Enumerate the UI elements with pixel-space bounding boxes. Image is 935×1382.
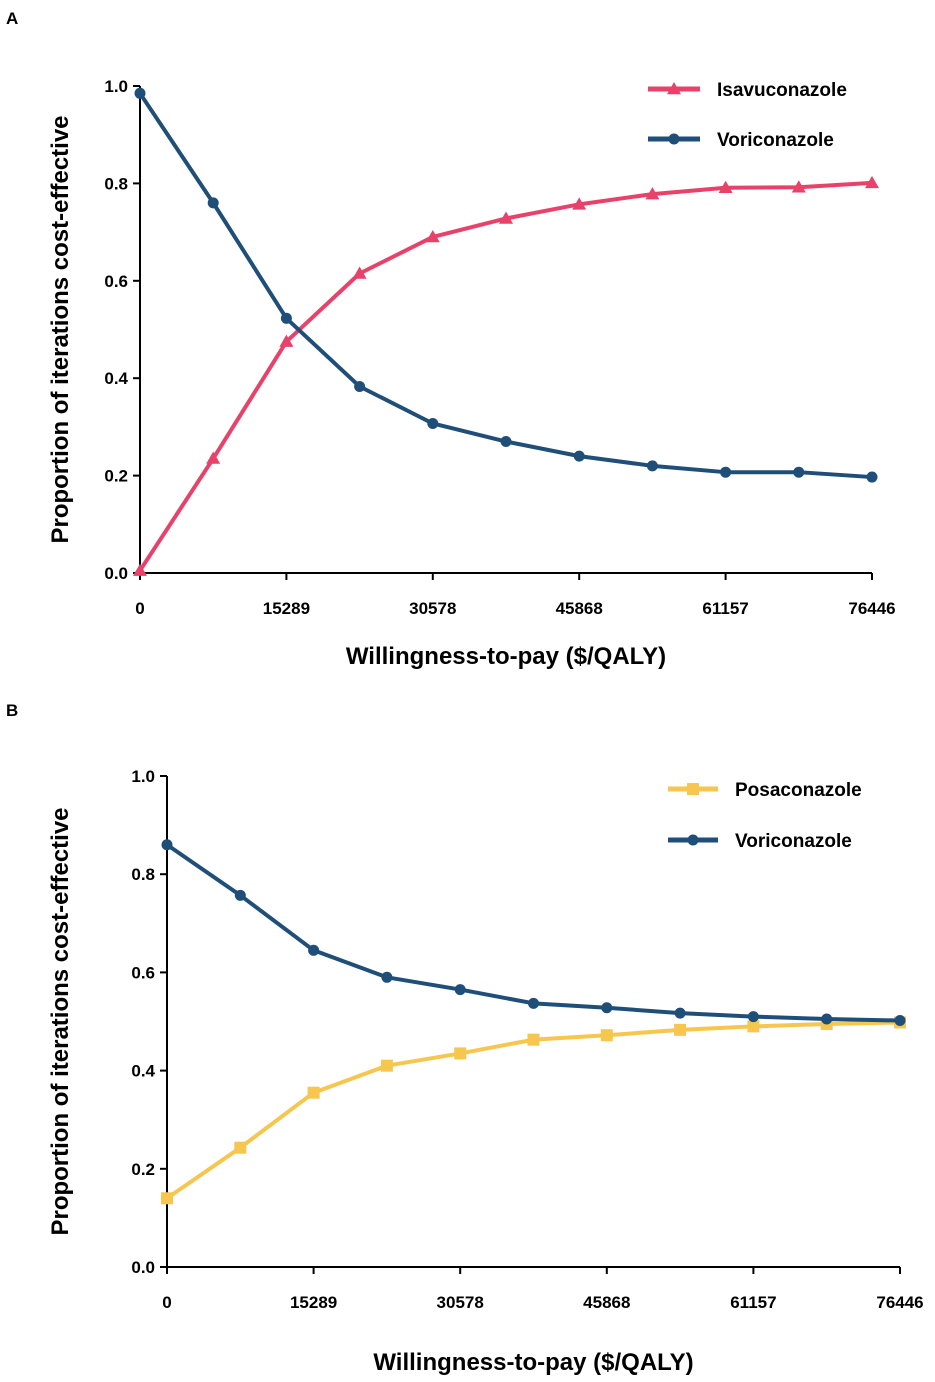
panel-b-series-voriconazole-line [165, 842, 902, 1023]
panel-a-x-tick-label: 30578 [409, 599, 456, 618]
panel-a-series-isavuconazole-point [499, 211, 513, 224]
panel-b-series-posaconazole-point [161, 1192, 173, 1205]
panel-b-series-posaconazole-point [600, 1029, 613, 1042]
panel-a-series-voriconazole-point [793, 466, 805, 478]
panel-a-x-axis-title: Willingness-to-pay ($/QALY) [346, 643, 666, 670]
panel-a-x-tick-label: 61157 [702, 599, 748, 618]
panel-b-x-tick-label: 0 [162, 1293, 171, 1312]
panel-a-y-axis-title: Proportion of iterations cost-effective [47, 115, 74, 543]
panel-b-y-tick-label: 0.6 [131, 963, 155, 982]
panel-a-y-tick-label: 0.4 [104, 369, 128, 388]
panel-a-series-isavuconazole-point [425, 229, 440, 243]
panel-b-series-voriconazole-point [308, 944, 320, 956]
panel-a-x-tick-label: 76446 [848, 599, 895, 618]
panel-a-series-isavuconazole-point [279, 334, 294, 347]
panel-a-series-isavuconazole-point [352, 266, 367, 279]
panel-a-x-tick-label: 45868 [556, 599, 603, 618]
panel-a-series-isavuconazole-point [791, 180, 806, 193]
panel-b-y-axis-title: Proportion of iterations cost-effective [47, 807, 74, 1235]
panel-b-series-voriconazole-point [601, 1002, 613, 1014]
panel-b-series-voriconazole-point [234, 889, 246, 901]
panel-b-x-tick-label: 76446 [876, 1293, 923, 1312]
panel-b-series-posaconazole-point [234, 1141, 247, 1154]
panel-a-series-voriconazole-point [500, 436, 512, 448]
panel-a-label: A [6, 9, 18, 28]
panel-b-series-posaconazole-point [747, 1020, 760, 1033]
panel-b-y-tick-label: 0.4 [131, 1062, 155, 1081]
panel-b-legend-voriconazole-marker [687, 834, 699, 846]
panel-a-series-voriconazole-point [134, 87, 146, 99]
panel-a-legend-isavuconazole-marker [667, 82, 681, 95]
panel-a-x-tick-label: 15289 [263, 599, 310, 618]
panel-a-series-isavuconazole-point [645, 187, 660, 200]
panel-a-series-voriconazole-point [280, 312, 292, 324]
panel-a-chart: A 0.0 0.2 0.4 0.6 0.8 1.0 0 15289 30578 45868 61157… [6, 9, 896, 670]
panel-a-y-tick-label: 1.0 [104, 77, 128, 96]
panel-b-x-tick-label: 30578 [437, 1293, 484, 1312]
panel-b-legend-posaconazole-label: Posaconazole [735, 780, 862, 801]
panel-a-y-tick-label: 0.0 [104, 564, 128, 583]
panel-a-series-voriconazole-point [646, 460, 658, 472]
panel-b-series-voriconazole-point [381, 971, 393, 983]
panel-a-series-isavuconazole-point [572, 197, 587, 210]
panel-a-y-tick-label: 0.2 [104, 467, 128, 486]
panel-a-series-isavuconazole-line [138, 180, 874, 573]
panel-b-legend-posaconazole-marker [687, 783, 699, 795]
panel-b-series-voriconazole-point [894, 1015, 906, 1027]
panel-b-series-posaconazole-point [454, 1047, 467, 1060]
panel-a-legend-voriconazole-label: Voriconazole [717, 130, 834, 151]
panel-b-series-voriconazole-point [747, 1011, 759, 1023]
panel-b-series-voriconazole-point [528, 997, 539, 1009]
panel-b-series-voriconazole-point [821, 1013, 833, 1025]
panel-a-series-voriconazole-point [720, 466, 732, 478]
panel-b-y-tick-label: 0.8 [131, 865, 155, 884]
panel-b-y-tick-label: 0.2 [131, 1160, 155, 1179]
panel-b-series-posaconazole-point [307, 1086, 320, 1099]
panel-a-y-tick-label: 0.6 [104, 272, 128, 291]
panel-a-series-isavuconazole-point [133, 563, 147, 576]
panel-b-y-tick-label: 0.0 [131, 1258, 155, 1277]
panel-a-series-voriconazole-point [866, 471, 878, 483]
panel-a-legend-isavuconazole-label: Isavuconazole [717, 80, 847, 101]
panel-a-y-tick-label: 0.8 [104, 174, 128, 193]
panel-b-series-voriconazole-point [454, 984, 466, 996]
panel-a-legend-voriconazole-marker [668, 133, 680, 145]
panel-b-series-posaconazole-point [674, 1023, 687, 1036]
panel-a-series-isavuconazole-point [206, 451, 221, 464]
panel-b-series-voriconazole-point [161, 839, 173, 851]
panel-b-x-tick-label: 15289 [290, 1293, 337, 1312]
panel-b-series-posaconazole-point [380, 1059, 393, 1072]
panel-a-series-isavuconazole-point [865, 175, 879, 189]
panel-b-y-tick-label: 1.0 [131, 767, 155, 786]
panel-a-series-voriconazole-point [354, 380, 366, 392]
panel-b-x-axis-title: Willingness-to-pay ($/QALY) [373, 1349, 693, 1376]
panel-b-label: B [6, 701, 18, 720]
panel-a-x-tick-label: 0 [135, 599, 144, 618]
panel-b-legend-voriconazole-label: Voriconazole [735, 831, 852, 852]
panel-a-series-voriconazole-point [207, 197, 219, 209]
panel-b-series-posaconazole-line [165, 1020, 902, 1201]
panel-b-chart: B 0.0 0.2 0.4 0.6 0.8 1.0 0 15289 30578 45868 61157… [6, 701, 924, 1376]
panel-a-series-voriconazole-point [573, 450, 585, 462]
panel-b-x-tick-label: 61157 [730, 1293, 776, 1312]
panel-b-series-posaconazole-point [527, 1033, 540, 1046]
panel-a-series-voriconazole-point [427, 417, 439, 429]
panel-b-series-voriconazole-point [674, 1007, 686, 1019]
panel-a-series-isavuconazole-point [718, 180, 733, 194]
panel-b-x-tick-label: 45868 [583, 1293, 630, 1312]
